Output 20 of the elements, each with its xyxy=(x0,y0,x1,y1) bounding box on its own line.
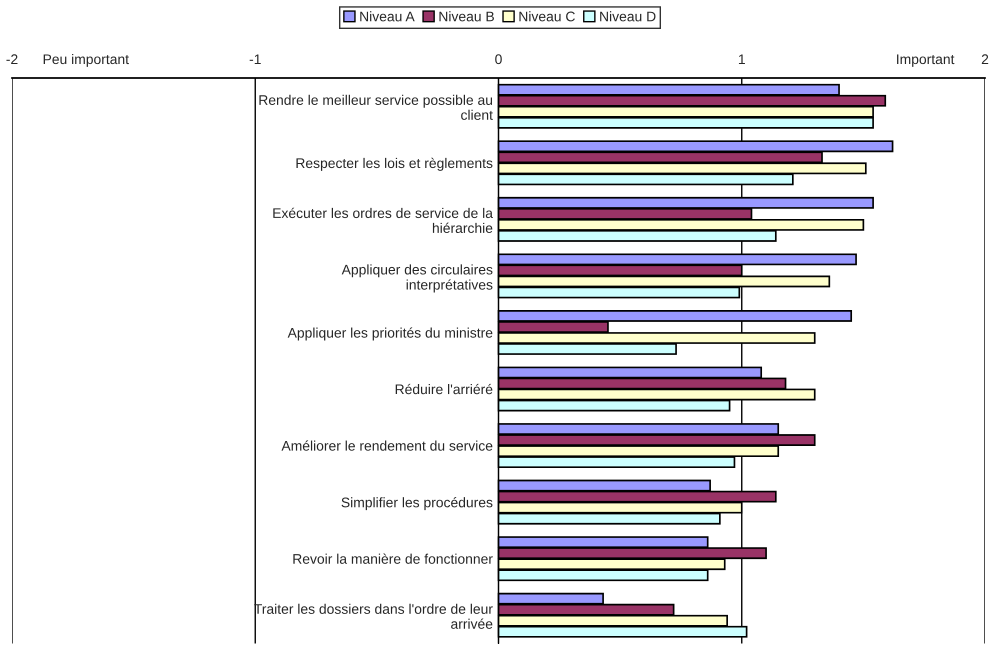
y-tick-label: Rendre le meilleur service possible au client xyxy=(259,94,493,120)
y-tick-label: Améliorer le rendement du service xyxy=(281,440,492,451)
text: Peu important xyxy=(44,54,129,67)
x-tick-label: -2 xyxy=(6,54,18,64)
y-tick-label: Exécuter les ordres de service de la hiérarchie xyxy=(273,208,493,234)
y-tick-label: Réduire l'arriéré xyxy=(396,384,492,394)
x-tick-label: 2 xyxy=(982,54,988,64)
legend-label: Niveau D xyxy=(600,11,656,22)
y-tick-label: Respecter les lois et règlements xyxy=(296,158,492,171)
y-tick-label: Appliquer des circulaires interprétatives xyxy=(342,264,492,292)
legend-label: Niveau C xyxy=(519,11,575,22)
x-tick-label: 1 xyxy=(738,54,745,64)
x-tick-label: -1 xyxy=(250,54,261,64)
y-tick-label: Appliquer les priorités du ministre xyxy=(288,327,492,340)
x-tick-label: 0 xyxy=(495,54,502,64)
y-tick-label: Simplifier les procédures xyxy=(342,497,492,510)
legend-label: Niveau A xyxy=(360,11,415,22)
legend-label: Niveau B xyxy=(439,11,494,22)
y-tick-label: Revoir la manière de fonctionner xyxy=(293,553,493,564)
text: Important xyxy=(897,54,954,67)
